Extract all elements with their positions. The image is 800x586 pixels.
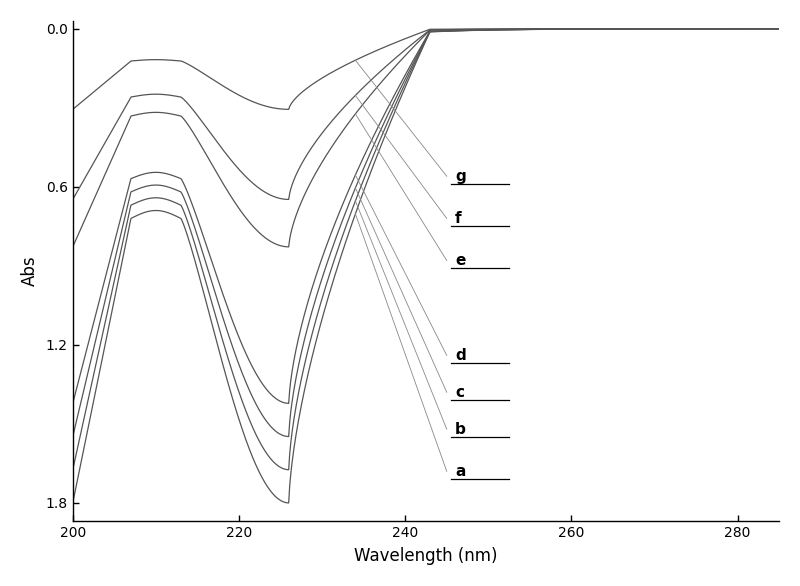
Text: f: f	[455, 211, 462, 226]
Text: d: d	[455, 348, 466, 363]
Text: c: c	[455, 385, 464, 400]
Text: b: b	[455, 422, 466, 437]
Text: a: a	[455, 464, 466, 479]
Text: g: g	[455, 169, 466, 184]
Y-axis label: Abs: Abs	[21, 255, 39, 287]
Text: e: e	[455, 253, 466, 268]
X-axis label: Wavelength (nm): Wavelength (nm)	[354, 547, 498, 565]
